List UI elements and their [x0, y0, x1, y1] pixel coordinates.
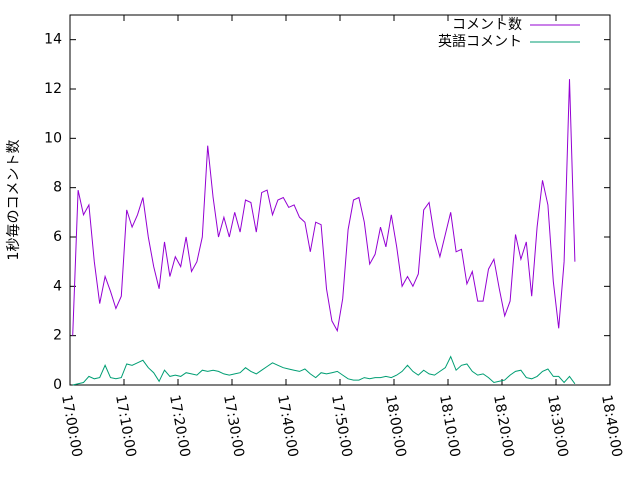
data-line: [72, 355, 576, 386]
y-tick-label: 4: [53, 278, 62, 294]
y-tick-label: 14: [44, 32, 62, 48]
y-axis-label: 1秒毎のコメント数: [6, 140, 22, 261]
y-tick-label: 2: [53, 328, 62, 344]
y-tick-label: 12: [44, 81, 62, 97]
y-tick-label: 8: [53, 180, 62, 196]
data-line: [72, 79, 576, 336]
y-tick-label: 6: [53, 229, 62, 245]
y-tick-label: 10: [44, 130, 62, 146]
legend-label: 英語コメント: [438, 33, 522, 50]
plot-frame: [69, 14, 611, 386]
y-tick-label: 0: [53, 377, 62, 393]
legend-label: コメント数: [452, 17, 522, 33]
